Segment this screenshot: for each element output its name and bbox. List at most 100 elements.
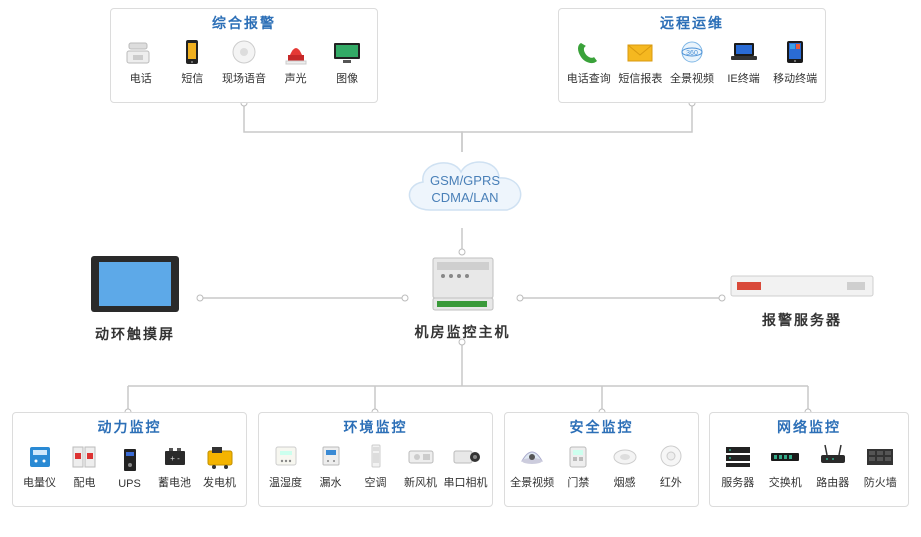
item-security-1: 门禁 — [555, 441, 601, 490]
item-power-0-label: 电量仪 — [23, 474, 56, 490]
battery-icon: + - — [157, 441, 193, 471]
item-network_mon-0-label: 服务器 — [721, 474, 754, 490]
ac-icon — [358, 441, 394, 471]
item-alarm-3: 声光 — [273, 37, 319, 86]
panel-alarm-title: 综合报警 — [111, 9, 377, 33]
panel-remote: 远程运维 电话查询短信报表360全景视频IE终端移动终端 — [558, 8, 826, 103]
alarm-server-icon — [727, 268, 877, 304]
host-label: 机房监控主机 — [415, 322, 511, 342]
panel-env: 环境监控 温湿度 漏水空调新风机串口相机 — [258, 412, 493, 507]
item-security-0-label: 全景视频 — [510, 474, 554, 490]
item-security-1-label: 门禁 — [567, 474, 589, 490]
host-icon — [423, 252, 503, 316]
item-alarm-4-label: 图像 — [336, 70, 358, 86]
item-power-4: 发电机 — [197, 441, 242, 490]
item-alarm-2-label: 现场语音 — [222, 70, 266, 86]
item-power-3: + - 蓄电池 — [152, 441, 197, 490]
panel-network: 网络监控 服务器交换机路由器防火墙 — [709, 412, 909, 507]
item-alarm-1: 短信 — [169, 37, 215, 86]
mobile-icon — [174, 37, 210, 67]
item-network_mon-1-label: 交换机 — [769, 474, 802, 490]
item-env-0: 温湿度 — [263, 441, 308, 490]
item-network_mon-1: 交换机 — [762, 441, 808, 490]
item-alarm-4: 图像 — [324, 37, 370, 86]
alarm-server-node: 报警服务器 — [722, 268, 882, 330]
fan-icon — [403, 441, 439, 471]
panel-network-title: 网络监控 — [710, 413, 908, 437]
item-remote-0-label: 电话查询 — [567, 70, 611, 86]
panel-power-title: 动力监控 — [13, 413, 246, 437]
panel-network-items: 服务器交换机路由器防火墙 — [710, 437, 908, 496]
item-power-2: UPS — [107, 445, 152, 490]
ups-icon — [112, 445, 148, 475]
generator-icon — [202, 441, 238, 471]
laptop-icon — [726, 37, 762, 67]
item-remote-1-label: 短信报表 — [618, 70, 662, 86]
breaker-icon — [67, 441, 103, 471]
phone-green-icon — [571, 37, 607, 67]
thermo-icon — [268, 441, 304, 471]
panel-power-items: 电量仪 配电 UPS + - 蓄电池发电机 — [13, 437, 246, 496]
item-env-4-label: 串口相机 — [444, 474, 488, 490]
item-remote-3: IE终端 — [721, 37, 767, 86]
item-alarm-0: 电话 — [118, 37, 164, 86]
meter-icon — [22, 441, 58, 471]
tablet-icon — [777, 37, 813, 67]
item-security-0: 全景视频 — [509, 441, 555, 490]
dome-icon — [514, 441, 550, 471]
panel-power: 动力监控 电量仪 配电 UPS + - 蓄电池发电机 — [12, 412, 247, 507]
panel-alarm-items: 电话 短信 现场语音 声光 图像 — [111, 33, 377, 92]
item-power-3-label: 蓄电池 — [158, 474, 191, 490]
item-env-0-label: 温湿度 — [269, 474, 302, 490]
item-power-0: 电量仪 — [17, 441, 62, 490]
touchscreen-node: 动环触摸屏 — [70, 252, 200, 344]
item-remote-2-label: 全景视频 — [670, 70, 714, 86]
item-alarm-3-label: 声光 — [285, 70, 307, 86]
item-alarm-2: 现场语音 — [221, 37, 267, 86]
item-network_mon-2-label: 路由器 — [816, 474, 849, 490]
panel-security-title: 安全监控 — [505, 413, 698, 437]
server-icon — [720, 441, 756, 471]
touchscreen-label: 动环触摸屏 — [95, 324, 175, 344]
item-security-3-label: 红外 — [660, 474, 682, 490]
item-env-3: 新风机 — [398, 441, 443, 490]
cloud-text-2: CDMA/LAN — [430, 190, 500, 207]
item-remote-4: 移动终端 — [772, 37, 818, 86]
item-security-3: 红外 — [648, 441, 694, 490]
item-network_mon-2: 路由器 — [810, 441, 856, 490]
item-remote-0: 电话查询 — [566, 37, 612, 86]
alarm-server-label: 报警服务器 — [762, 310, 842, 330]
panel-env-items: 温湿度 漏水空调新风机串口相机 — [259, 437, 492, 496]
item-env-3-label: 新风机 — [404, 474, 437, 490]
panel-remote-items: 电话查询短信报表 360 全景视频 IE终端移动终端 — [559, 33, 825, 92]
pir-icon — [653, 441, 689, 471]
firewall-icon — [862, 441, 898, 471]
panel-security: 安全监控 全景视频门禁 烟感 红外 — [504, 412, 699, 507]
phone-icon — [123, 37, 159, 67]
item-power-2-label: UPS — [118, 478, 141, 490]
item-network_mon-3: 防火墙 — [857, 441, 903, 490]
item-remote-1: 短信报表 — [617, 37, 663, 86]
item-remote-3-label: IE终端 — [727, 70, 759, 86]
leak-icon — [313, 441, 349, 471]
item-alarm-1-label: 短信 — [181, 70, 203, 86]
panel-env-title: 环境监控 — [259, 413, 492, 437]
item-env-2: 空调 — [353, 441, 398, 490]
router-icon — [815, 441, 851, 471]
camera-icon — [448, 441, 484, 471]
svg-text:360: 360 — [686, 50, 698, 57]
smoke-icon — [607, 441, 643, 471]
item-env-1: 漏水 — [308, 441, 353, 490]
item-network_mon-0: 服务器 — [715, 441, 761, 490]
video360-icon: 360 — [674, 37, 710, 67]
monitor-icon — [329, 37, 365, 67]
item-power-1-label: 配电 — [74, 474, 96, 490]
mail-icon — [622, 37, 658, 67]
item-env-1-label: 漏水 — [320, 474, 342, 490]
item-security-2-label: 烟感 — [614, 474, 636, 490]
svg-text:+ -: + - — [170, 454, 180, 463]
item-network_mon-3-label: 防火墙 — [864, 474, 897, 490]
host-node: 机房监控主机 — [405, 252, 520, 342]
item-alarm-0-label: 电话 — [130, 70, 152, 86]
access-icon — [560, 441, 596, 471]
